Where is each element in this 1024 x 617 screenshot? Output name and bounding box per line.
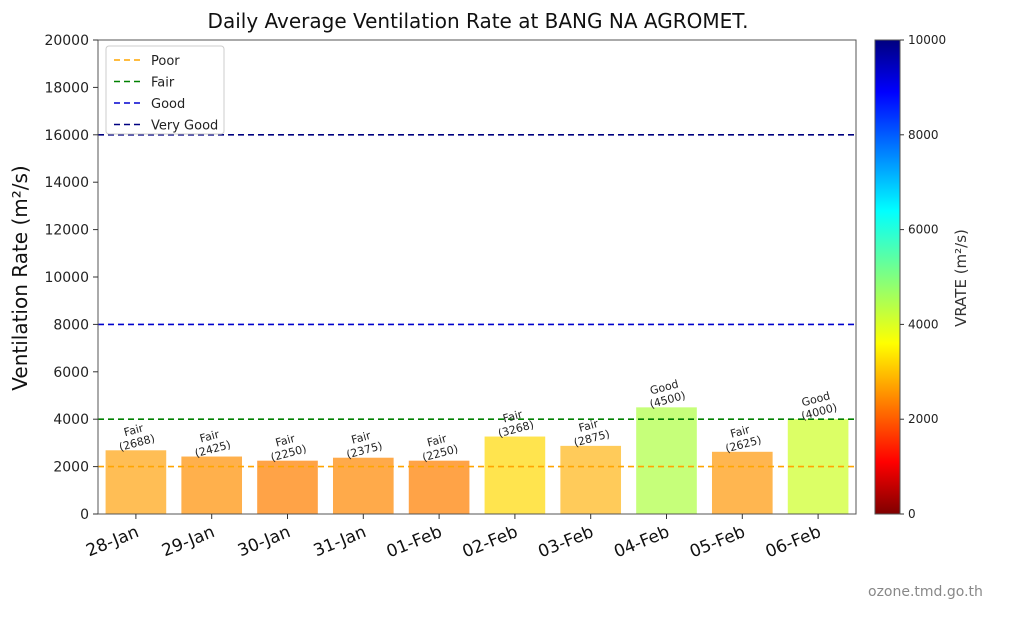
bar-annotation: Fair(2250)	[421, 432, 460, 465]
colorbar-label: VRATE (m²/s)	[952, 229, 970, 327]
legend-entry: Very Good	[151, 119, 218, 134]
bar-category-label: Fair	[577, 417, 600, 435]
y-tick-label: 0	[80, 507, 89, 523]
x-tick-label: 29-Jan	[159, 522, 217, 561]
bar-annotation: Fair(2625)	[724, 423, 763, 456]
chart-title: Daily Average Ventilation Rate at BANG N…	[208, 9, 749, 33]
bar-category-label: Fair	[198, 428, 221, 446]
y-tick-label: 20000	[44, 33, 89, 49]
source-credit: ozone.tmd.go.th	[868, 584, 983, 600]
bar	[636, 407, 697, 514]
bar-annotation: Fair(2375)	[345, 429, 384, 462]
legend-entry: Fair	[151, 76, 175, 91]
y-tick-label: 4000	[53, 412, 89, 428]
colorbar-tick-label: 6000	[908, 223, 939, 237]
y-axis-label: Ventilation Rate (m²/s)	[8, 165, 32, 390]
bar-category-label: Fair	[729, 423, 752, 441]
bar-annotation: Good(4000)	[800, 389, 839, 423]
colorbar-tick-label: 8000	[908, 128, 939, 142]
x-tick-label: 05-Feb	[687, 522, 748, 562]
bar-annotation: Good(4500)	[648, 377, 687, 411]
bar-annotation: Fair(2250)	[269, 432, 308, 465]
y-tick-label: 2000	[53, 460, 89, 476]
x-tick-label: 31-Jan	[311, 522, 369, 561]
bar	[484, 436, 546, 514]
x-tick-label: 01-Feb	[384, 522, 445, 562]
colorbar-tick-label: 10000	[908, 33, 946, 47]
bar-annotation: Fair(2875)	[572, 417, 611, 450]
bar-category-label: Fair	[122, 421, 145, 439]
bar	[711, 451, 773, 514]
x-tick-label: 02-Feb	[460, 522, 521, 562]
y-tick-label: 10000	[44, 270, 89, 286]
x-tick-label: 28-Jan	[83, 522, 141, 561]
bar-category-label: Fair	[426, 432, 449, 450]
bar	[257, 460, 318, 514]
legend-entry: Good	[151, 97, 185, 112]
x-tick-label: 03-Feb	[535, 522, 596, 562]
bar-category-label: Fair	[274, 432, 297, 450]
y-tick-label: 12000	[44, 223, 89, 239]
colorbar	[874, 39, 901, 515]
x-tick-label: 04-Feb	[611, 522, 672, 562]
bar	[105, 450, 167, 514]
x-tick-label: 30-Jan	[235, 522, 293, 561]
y-tick-label: 14000	[44, 175, 89, 191]
colorbar-tick-label: 0	[908, 507, 916, 521]
y-tick-label: 16000	[44, 128, 89, 144]
y-tick-label: 18000	[44, 80, 89, 96]
y-tick-label: 6000	[53, 365, 89, 381]
bar-annotation: Fair(2688)	[118, 421, 157, 454]
legend-box	[105, 45, 225, 135]
bar-category-label: Fair	[501, 408, 524, 426]
bar-annotation: Fair(3268)	[497, 408, 536, 441]
bar	[408, 460, 470, 514]
y-tick-label: 8000	[53, 317, 89, 333]
bar-category-label: Fair	[350, 429, 373, 447]
x-tick-label: 06-Feb	[763, 522, 824, 562]
bar	[560, 445, 622, 514]
colorbar-tick-label: 2000	[908, 412, 939, 426]
legend-entry: Poor	[151, 54, 180, 69]
bar-annotation: Fair(2425)	[193, 428, 232, 461]
colorbar-tick-label: 4000	[908, 317, 939, 331]
bar	[181, 456, 243, 514]
